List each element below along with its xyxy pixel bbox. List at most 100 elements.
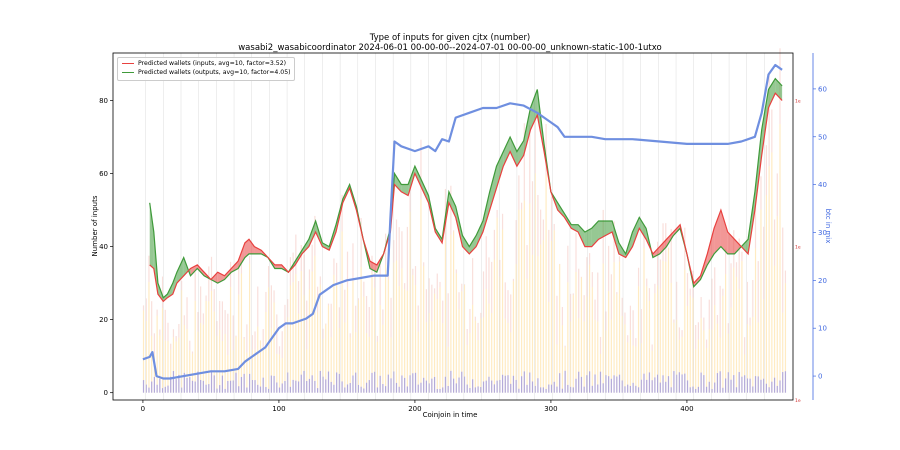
- bar-mid: [627, 342, 629, 393]
- bar-mid: [346, 287, 349, 393]
- bar-mid: [227, 355, 229, 393]
- bar-mid: [665, 261, 667, 393]
- bar-high: [760, 176, 762, 210]
- bar-low: [493, 384, 495, 393]
- bar-low: [705, 386, 708, 393]
- bar-low: [439, 388, 441, 393]
- bar-high: [276, 314, 278, 354]
- y2-tick-label: 20: [818, 277, 827, 285]
- bar-low: [300, 374, 302, 393]
- bar-low: [480, 386, 482, 393]
- bar-low: [376, 387, 379, 393]
- bar-high: [469, 308, 471, 334]
- bar-high: [349, 333, 351, 338]
- bar-mid: [744, 354, 746, 393]
- bar-low: [512, 375, 515, 393]
- bar-mid: [722, 295, 724, 393]
- bar-low: [322, 376, 324, 393]
- bar-mid: [711, 329, 713, 393]
- bar-mid: [499, 276, 501, 393]
- bar-high: [254, 331, 256, 350]
- bar-mid: [496, 217, 498, 393]
- bar-mid: [629, 329, 631, 393]
- bar-low: [243, 373, 245, 393]
- bar-high: [550, 196, 553, 241]
- line-outputs: [149, 77, 783, 299]
- bar-low: [374, 371, 376, 393]
- bar-low: [172, 371, 175, 393]
- line-btc-in-mix: [142, 63, 783, 380]
- bar-mid: [191, 353, 194, 393]
- legend-swatch-inputs: [122, 63, 134, 64]
- bar-high: [722, 288, 724, 296]
- bar-high: [640, 309, 642, 344]
- y-tick-label: 40: [99, 243, 108, 251]
- bar-low: [164, 386, 166, 393]
- bar-low: [265, 387, 267, 393]
- bar-high: [153, 333, 155, 355]
- y-tick-label: 0: [104, 389, 108, 397]
- bar-high: [575, 232, 577, 273]
- bar-mid: [589, 264, 591, 393]
- x-tick-label: 100: [272, 405, 285, 413]
- bar-low: [229, 380, 232, 393]
- bar-high: [629, 305, 631, 330]
- bar-low: [501, 374, 504, 393]
- bar-mid: [637, 286, 640, 393]
- chart-subtitle: wasabi2_wasabicoordinator 2024-06-01 00-…: [238, 43, 662, 53]
- bar-high: [249, 255, 251, 264]
- bar-mid: [221, 341, 223, 393]
- fill-segment: [659, 239, 667, 254]
- bar-high: [782, 227, 784, 313]
- bar-mid: [474, 320, 476, 393]
- bar-high: [727, 323, 729, 334]
- bar-high: [752, 280, 754, 318]
- bar-low: [624, 386, 626, 393]
- bar-mid: [727, 333, 729, 393]
- bar-mid: [594, 319, 596, 393]
- bar-mid: [564, 347, 566, 393]
- bar-mid: [417, 331, 419, 393]
- fill-segment: [734, 239, 742, 254]
- right-inner-tick-label: 1e: [795, 398, 801, 404]
- bar-mid: [569, 321, 572, 393]
- bar-low: [368, 380, 370, 393]
- bar-high: [695, 324, 697, 350]
- bar-high: [442, 300, 444, 324]
- chart-title: Type of inputs for given cjtx (number): [369, 33, 531, 43]
- bar-mid: [725, 274, 727, 393]
- fill-segment: [741, 239, 749, 254]
- bar-low: [515, 379, 517, 393]
- fill-segment: [476, 221, 483, 247]
- fill-segment: [503, 137, 511, 167]
- bar-high: [398, 227, 400, 287]
- bar-mid: [189, 350, 191, 393]
- y2-tick-label: 60: [818, 85, 827, 93]
- bar-low: [676, 374, 678, 393]
- bar-low: [589, 371, 591, 393]
- bar-low: [618, 374, 621, 393]
- bar-high: [327, 303, 330, 306]
- bar-low: [654, 377, 656, 393]
- bar-mid: [518, 209, 520, 393]
- fill-segment: [308, 221, 316, 247]
- bar-low: [330, 381, 332, 393]
- bar-high: [251, 335, 253, 350]
- fill-segment: [632, 217, 640, 247]
- bar-high: [213, 289, 215, 312]
- bar-low: [170, 376, 172, 393]
- bar-high: [325, 323, 327, 325]
- bar-high: [346, 251, 349, 288]
- bar-high: [243, 337, 245, 339]
- bar-high: [518, 175, 520, 210]
- bar-low: [148, 387, 150, 393]
- bar-high: [268, 266, 270, 288]
- bar-low: [629, 385, 631, 393]
- bar-mid: [142, 310, 145, 393]
- bar-low: [151, 381, 153, 393]
- bar-low: [385, 386, 387, 393]
- bar-mid: [545, 174, 547, 393]
- bar-low: [412, 373, 414, 393]
- bar-mid: [654, 293, 656, 393]
- bar-high: [605, 311, 607, 331]
